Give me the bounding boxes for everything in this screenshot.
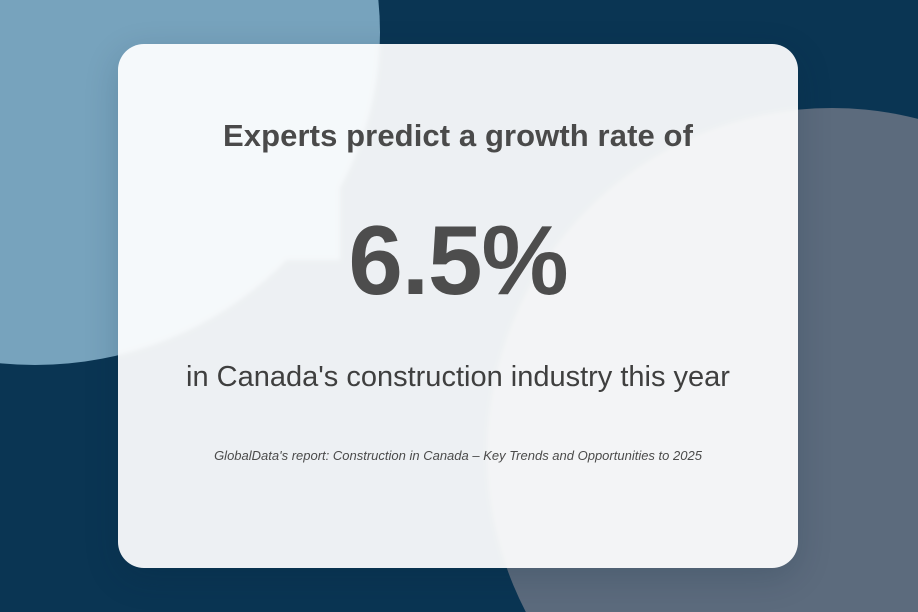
statistic-card: Experts predict a growth rate of 6.5% in… [118,44,798,568]
source-attribution: GlobalData's report: Construction in Can… [214,448,702,464]
subheading-text: in Canada's construction industry this y… [186,361,730,394]
headline-text: Experts predict a growth rate of [222,118,694,153]
statistic-value: 6.5% [348,205,568,316]
